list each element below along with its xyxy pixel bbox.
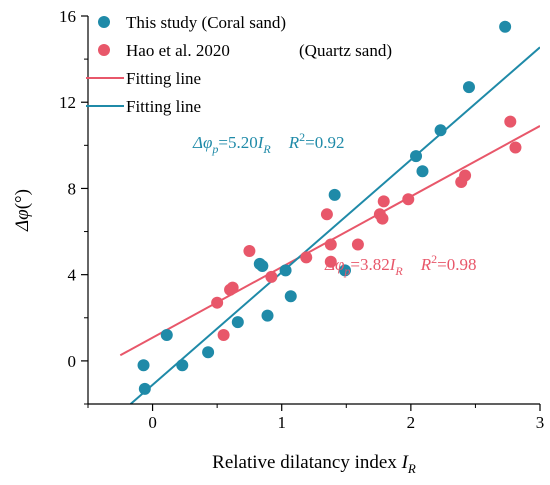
eq-coef: =3.82: [350, 255, 389, 274]
eq-lhs-sub: p: [211, 142, 218, 156]
equation-teal-eq: Δφp=5.20IR R2=0.92: [192, 130, 344, 156]
point-quartz-12: [376, 212, 389, 225]
eq-r2-sup: 2: [299, 130, 305, 144]
point-coral-15: [434, 124, 447, 137]
point-quartz-4: [243, 244, 256, 257]
y-tick-label-8: 8: [68, 179, 77, 198]
point-coral-0: [137, 359, 150, 372]
equation-red-eq: Δφp=3.82IR R2=0.98: [324, 252, 476, 278]
x-axis-label-text: Relative dilatancy index: [212, 452, 401, 473]
eq-r2-value: =0.92: [305, 133, 344, 152]
y-tick-label-4: 4: [68, 266, 77, 285]
point-quartz-5: [265, 270, 278, 283]
point-quartz-6: [300, 251, 313, 264]
eq-lhs-sub: p: [343, 264, 350, 278]
point-quartz-3: [226, 281, 239, 294]
x-tick-label-0: 0: [148, 413, 157, 432]
eq-lhs: Δφ: [192, 133, 212, 152]
point-quartz-9: [324, 255, 337, 268]
x-tick-label-3: 3: [536, 413, 545, 432]
eq-r2-label: R: [288, 133, 300, 152]
point-coral-1: [138, 382, 151, 395]
legend-line-label-1: Fitting line: [126, 97, 201, 116]
fit-line-1: [129, 46, 540, 404]
eq-var: I: [389, 255, 397, 274]
point-coral-4: [202, 346, 215, 359]
point-coral-17: [499, 20, 512, 33]
plot-area: [119, 20, 540, 404]
legend: This study (Coral sand) Hao et al. 2020 (Q…: [86, 13, 392, 116]
point-coral-16: [462, 81, 475, 94]
point-coral-2: [160, 329, 173, 342]
y-axis-label-unit: (°): [12, 189, 33, 209]
point-quartz-8: [324, 238, 337, 251]
point-coral-8: [261, 309, 274, 322]
point-coral-5: [231, 316, 244, 329]
point-coral-9: [279, 264, 292, 277]
point-coral-3: [176, 359, 189, 372]
legend-marker-1: [98, 44, 110, 56]
point-quartz-14: [402, 193, 415, 206]
eq-var: I: [257, 133, 265, 152]
legend-line-label-0: Fitting line: [126, 69, 201, 88]
point-coral-13: [410, 150, 423, 163]
point-coral-10: [284, 290, 297, 303]
eq-r2-label: R: [420, 255, 432, 274]
point-quartz-13: [377, 195, 390, 208]
legend-label-0: This study (Coral sand): [126, 13, 286, 32]
x-axis-label-var: I: [401, 452, 410, 473]
legend-extra-1: (Quartz sand): [299, 41, 392, 60]
eq-r2-sup: 2: [431, 252, 437, 266]
point-quartz-10: [351, 238, 364, 251]
legend-label-1: Hao et al. 2020: [126, 41, 230, 60]
y-tick-label-16: 16: [59, 7, 76, 26]
y-axis-label-var: Δφ: [12, 209, 33, 232]
point-quartz-16: [459, 169, 472, 182]
point-coral-7: [256, 260, 269, 273]
point-coral-12: [338, 264, 351, 277]
point-coral-11: [328, 188, 341, 201]
legend-marker-0: [98, 16, 110, 28]
x-axis-label: Relative dilatancy index IR: [212, 452, 416, 476]
point-quartz-0: [211, 296, 224, 309]
eq-coef: =5.20: [218, 133, 257, 152]
point-quartz-17: [504, 115, 517, 128]
y-tick-label-12: 12: [59, 93, 76, 112]
x-tick-label-1: 1: [277, 413, 286, 432]
eq-var-sub: R: [394, 264, 403, 278]
plot-content: [119, 20, 540, 404]
x-tick-label-2: 2: [407, 413, 416, 432]
y-tick-label-0: 0: [68, 352, 77, 371]
eq-r2-value: =0.98: [437, 255, 476, 274]
y-axis-label: Δφ(°): [12, 189, 33, 232]
eq-lhs: Δφ: [324, 255, 344, 274]
point-coral-14: [416, 165, 429, 178]
eq-var-sub: R: [262, 142, 271, 156]
x-axis-label-sub: R: [407, 461, 416, 476]
point-quartz-7: [320, 208, 333, 221]
point-quartz-18: [509, 141, 522, 154]
point-quartz-1: [217, 329, 230, 342]
